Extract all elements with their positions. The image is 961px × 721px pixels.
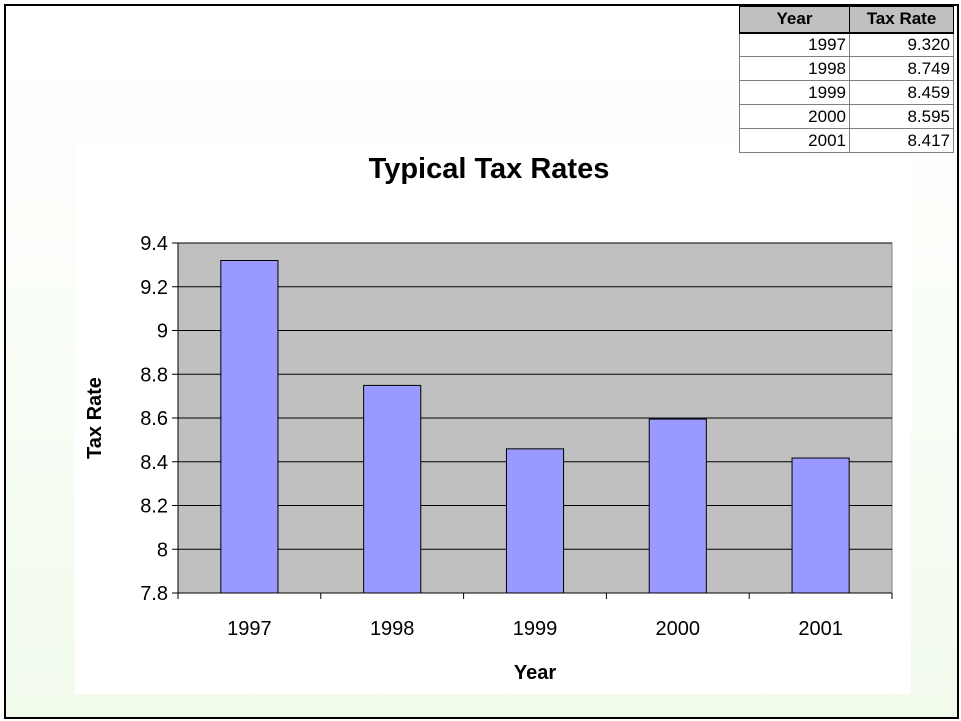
- table-cell-year: 1998: [739, 56, 850, 81]
- bar-1997: [220, 260, 279, 594]
- y-tick-label: 9: [157, 321, 168, 343]
- table-cell-tax-rate: 8.459: [849, 80, 954, 105]
- x-tick-label: 2000: [656, 618, 701, 640]
- x-axis-title: Year: [514, 662, 556, 684]
- table-cell-tax-rate: 8.595: [849, 104, 954, 129]
- table-cell-year: 1999: [739, 80, 850, 105]
- table-cell-year: 1997: [739, 32, 850, 57]
- y-tick-label: 9.4: [140, 233, 168, 255]
- y-tick-label: 8.4: [140, 452, 168, 474]
- y-axis-title: Tax Rate: [84, 377, 106, 459]
- bar-1998: [363, 384, 422, 594]
- table-row: 2000 8.595: [739, 104, 954, 129]
- bar-2001: [791, 457, 850, 594]
- table-row: 2001 8.417: [739, 128, 954, 153]
- axes: [172, 242, 893, 599]
- table-row: 1999 8.459: [739, 80, 954, 105]
- bar-2000: [648, 418, 707, 594]
- y-tick-label: 8.6: [140, 408, 168, 430]
- data-table: Year Tax Rate 1997 9.320 1998 8.749 1999…: [739, 6, 954, 153]
- bars: [220, 260, 850, 594]
- y-tick-labels: 7.8 8 8.2 8.4 8.6 8.8 9 9.2 9.4: [140, 233, 168, 605]
- y-tick-label: 7.8: [140, 583, 168, 605]
- y-tick-label: 8: [157, 539, 168, 561]
- x-tick-label: 1998: [370, 618, 415, 640]
- table-cell-tax-rate: 9.320: [849, 32, 954, 57]
- x-tick-label: 2001: [798, 618, 843, 640]
- y-tick-label: 8.2: [140, 496, 168, 518]
- table-row: 1998 8.749: [739, 56, 954, 81]
- x-tick-label: 1999: [513, 618, 558, 640]
- table-header-year: Year: [739, 6, 850, 34]
- table-row: 1997 9.320: [739, 32, 954, 57]
- table-cell-year: 2000: [739, 104, 850, 129]
- bar-chart: Typical Tax Rates 7.8 8 8.2 8.4 8.6 8.8 9 9.2 9.…: [84, 153, 893, 684]
- table-cell-tax-rate: 8.417: [849, 128, 954, 153]
- x-tick-labels: 1997 1998 1999 2000 2001: [227, 618, 843, 640]
- y-tick-label: 8.8: [140, 364, 168, 386]
- x-tick-label: 1997: [227, 618, 272, 640]
- table-cell-year: 2001: [739, 128, 850, 153]
- y-tick-label: 9.2: [140, 277, 168, 299]
- table-cell-tax-rate: 8.749: [849, 56, 954, 81]
- table-header-tax-rate: Tax Rate: [849, 6, 954, 34]
- table-header-row: Year Tax Rate: [739, 6, 954, 34]
- bar-1999: [505, 448, 565, 594]
- chart-title: Typical Tax Rates: [369, 153, 610, 185]
- slide: Typical Tax Rates 7.8 8 8.2 8.4 8.6 8.8 9 9.2 9.…: [4, 4, 959, 719]
